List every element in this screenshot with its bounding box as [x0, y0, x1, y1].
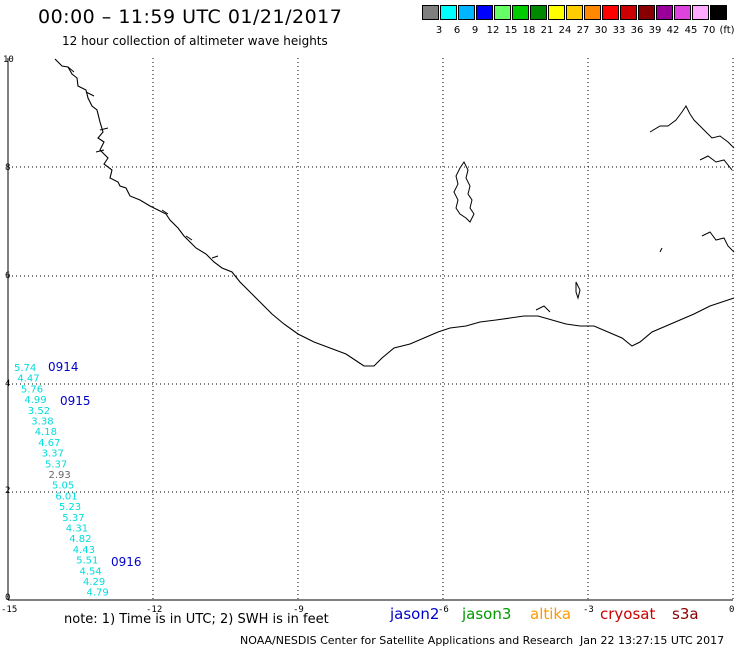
- scale-label: 21: [540, 25, 554, 36]
- x-tick-label: 0: [729, 605, 734, 615]
- x-tick-label: -3: [583, 605, 594, 615]
- scale-label: 70: [702, 25, 716, 36]
- y-tick-label: 4: [5, 379, 10, 389]
- swh-value: 3.37: [42, 449, 64, 460]
- scale-swatch: [476, 5, 493, 20]
- swh-value: 5.51: [76, 556, 98, 567]
- scale-label: 27: [576, 25, 590, 36]
- swh-value: 4.47: [17, 374, 39, 385]
- scale-label: 18: [522, 25, 536, 36]
- scale-label: 33: [612, 25, 626, 36]
- x-tick-label: -15: [1, 605, 17, 615]
- scale-label: 3: [435, 25, 443, 36]
- x-axis-ticks: -15 -12 -9 -6 -3 0: [1, 605, 734, 615]
- swh-value: 5.37: [62, 513, 84, 524]
- scale-label: 12: [486, 25, 500, 36]
- scale-label: 30: [594, 25, 608, 36]
- x-tick-label: -9: [293, 605, 304, 615]
- y-tick-label: 10: [3, 55, 14, 65]
- swh-value: 5.23: [59, 502, 81, 513]
- coastline-detail-1: [67, 66, 219, 259]
- scale-swatch: [602, 5, 619, 20]
- x-tick-label: -6: [438, 605, 449, 615]
- swh-value: 5.05: [52, 481, 74, 492]
- pass-time-label: 0916: [111, 555, 142, 569]
- swh-value: 4.99: [24, 395, 46, 406]
- swh-value: 4.82: [69, 534, 91, 545]
- footer-timestamp: Jan 22 13:27:15 UTC 2017: [580, 634, 725, 647]
- scale-label: 36: [630, 25, 644, 36]
- scale-label: 42: [666, 25, 680, 36]
- map-subtitle: 12 hour collection of altimeter wave hei…: [62, 34, 328, 48]
- swh-values: 5.744.475.764.993.523.384.184.673.375.37…: [14, 363, 109, 599]
- pass-time-label: 0915: [60, 394, 91, 408]
- y-tick-label: 6: [5, 271, 10, 281]
- scale-swatch: [710, 5, 727, 20]
- swh-value: 2.93: [49, 470, 71, 481]
- y-tick-label: 8: [5, 163, 10, 173]
- scale-swatch: [584, 5, 601, 20]
- footer-note: note: 1) Time is in UTC; 2) SWH is in fe…: [64, 612, 329, 627]
- scale-label: 24: [558, 25, 572, 36]
- y-tick-label: 0: [5, 593, 10, 603]
- swh-value: 5.74: [14, 363, 36, 374]
- swh-value: 3.38: [31, 417, 53, 428]
- scale-swatch: [638, 5, 655, 20]
- satellite-legend-item: cryosat: [600, 605, 656, 623]
- y-axis-ticks: 0 2 4 6 8 10: [3, 55, 14, 603]
- satellite-legend-item: jason3: [462, 605, 512, 623]
- scale-label: 15: [504, 25, 518, 36]
- swh-value: 5.37: [45, 459, 67, 470]
- swh-value: 3.52: [28, 406, 50, 417]
- scale-label: 6: [453, 25, 461, 36]
- swh-value: 4.18: [35, 427, 57, 438]
- scale-swatch: [422, 5, 439, 20]
- coastline-east-segment: [649, 105, 735, 253]
- pass-time-label: 0914: [48, 360, 79, 374]
- scale-swatch: [620, 5, 637, 20]
- map-title: 00:00 – 11:59 UTC 01/21/2017: [38, 6, 343, 28]
- scale-swatch: [494, 5, 511, 20]
- coastline-west-africa: [54, 58, 735, 367]
- footer-credit: NOAA/NESDIS Center for Satellite Applica…: [240, 634, 574, 647]
- scale-label: 39: [648, 25, 662, 36]
- map-frame: [7, 58, 733, 601]
- scale-swatch: [440, 5, 457, 20]
- swh-value: 4.79: [87, 588, 109, 599]
- graticule-grid: [8, 58, 734, 600]
- scale-swatch: [530, 5, 547, 20]
- scale-swatch: [548, 5, 565, 20]
- scale-swatch: [566, 5, 583, 20]
- island-bioko: [453, 161, 475, 223]
- scale-label: 45: [684, 25, 698, 36]
- scale-swatch: [692, 5, 709, 20]
- satellite-legend-item: altika: [530, 605, 572, 623]
- swh-value: 4.67: [38, 438, 60, 449]
- scale-swatch: [512, 5, 529, 20]
- pass-labels: 0914 0915 0916: [48, 360, 142, 569]
- swh-value: 4.31: [66, 524, 88, 535]
- satellite-legend-item: s3a: [672, 605, 699, 623]
- satellite-legend-item: jason2: [390, 605, 440, 623]
- coastline-inlet: [535, 281, 581, 313]
- scale-swatch: [656, 5, 673, 20]
- x-tick-label: -12: [146, 605, 162, 615]
- swh-value: 4.54: [80, 566, 102, 577]
- swh-value: 5.76: [21, 384, 43, 395]
- y-tick-label: 2: [5, 486, 10, 496]
- swh-value: 6.01: [55, 491, 77, 502]
- scale-swatch: [674, 5, 691, 20]
- scale-label: (ft): [719, 25, 735, 36]
- swh-value: 4.29: [83, 577, 105, 588]
- scale-label: 9: [471, 25, 479, 36]
- swh-value: 4.43: [73, 545, 95, 556]
- scale-swatch: [458, 5, 475, 20]
